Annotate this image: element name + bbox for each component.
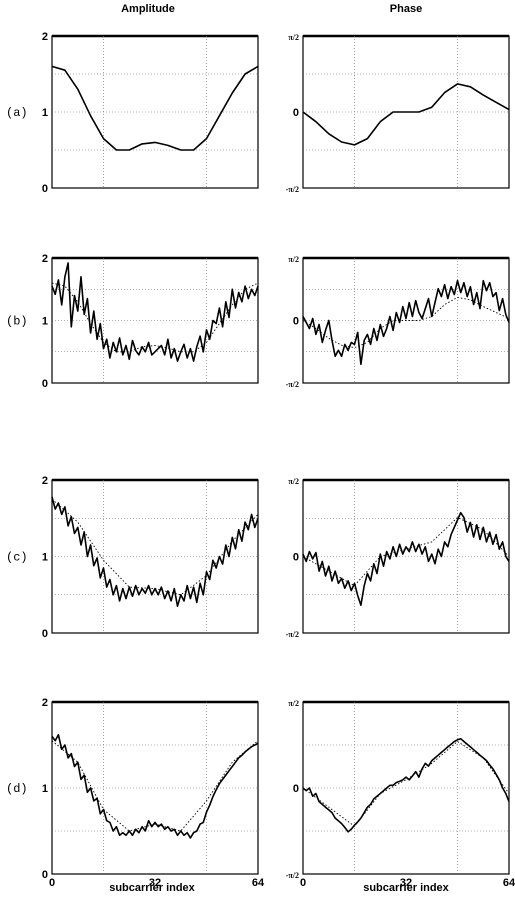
y-tick-label: 0 [293, 552, 299, 564]
phase-column-title: Phase [390, 3, 422, 15]
phase-x-axis-label: subcarrier index [363, 882, 449, 894]
x-tick-label: 64 [252, 877, 265, 889]
x-tick-label: 32 [149, 877, 161, 889]
y-tick-label: 1 [42, 316, 48, 328]
x-tick-label: 64 [503, 877, 515, 889]
panel-b-phase: -π/2 0 π/2 [286, 255, 510, 389]
amplitude-column-title: Amplitude [121, 3, 175, 15]
amplitude-x-axis-label: subcarrier index [109, 882, 195, 894]
series-reference-line [51, 740, 259, 832]
y-tick-label: 2 [42, 31, 48, 43]
series-estimate-line [51, 65, 259, 151]
series-reference-line [302, 296, 510, 349]
series-estimate-line [51, 496, 259, 607]
panel-b-amplitude: 0 1 2 (b) [6, 253, 259, 390]
y-tick-label: π/2 [288, 255, 299, 264]
y-tick-label: 1 [42, 552, 48, 564]
row-label: (b) [6, 315, 28, 329]
y-tick-label: 1 [42, 107, 48, 119]
y-tick-label: 0 [42, 869, 48, 881]
y-tick-label: 0 [42, 183, 48, 195]
y-tick-label: 0 [293, 316, 299, 328]
y-tick-label: 2 [42, 697, 48, 709]
series-reference-line [302, 741, 510, 827]
series-estimate-line [302, 511, 510, 606]
y-tick-label: 0 [42, 378, 48, 390]
y-tick-label: 2 [42, 253, 48, 265]
series-estimate-line [51, 733, 259, 839]
series-reference-line [51, 498, 259, 596]
series-estimate-line [302, 279, 510, 366]
y-tick-label: π/2 [288, 33, 299, 42]
series-estimate-line [302, 83, 510, 146]
panels: 012(a)-π/20π/2012(b)-π/20π/2012(c)-π/20π… [6, 31, 515, 889]
panel-c-amplitude: 0 1 2 (c) [6, 475, 259, 640]
series-reference-line [51, 282, 259, 353]
y-tick-label: -π/2 [286, 380, 299, 389]
y-tick-label: -π/2 [286, 871, 299, 880]
y-tick-label: -π/2 [286, 630, 299, 639]
x-tick-label: 0 [300, 877, 306, 889]
y-tick-label: 0 [42, 628, 48, 640]
y-tick-label: -π/2 [286, 185, 299, 194]
series-estimate-line [51, 262, 259, 362]
y-tick-label: π/2 [288, 699, 299, 708]
x-tick-label: 0 [49, 877, 55, 889]
y-tick-label: 0 [293, 783, 299, 795]
x-tick-label: 32 [400, 877, 412, 889]
panel-d-amplitude: 0 1 2 (d) 0 32 64 [6, 697, 265, 889]
panel-a-phase: -π/2 0 π/2 [286, 33, 510, 194]
panel-d-phase: -π/20π/20 32 64 [286, 699, 515, 889]
y-tick-label: π/2 [288, 477, 299, 486]
row-label: (c) [6, 551, 28, 565]
series-reference-line [302, 517, 510, 587]
row-label: (d) [6, 782, 28, 796]
y-tick-label: 0 [293, 107, 299, 119]
panel-c-phase: -π/2 0 π/2 [286, 477, 510, 639]
row-label: (a) [6, 106, 28, 120]
y-tick-label: 1 [42, 783, 48, 795]
series-estimate-line [302, 737, 510, 833]
panel-a-amplitude: 0 1 2 (a) [6, 31, 259, 195]
y-tick-label: 2 [42, 475, 48, 487]
